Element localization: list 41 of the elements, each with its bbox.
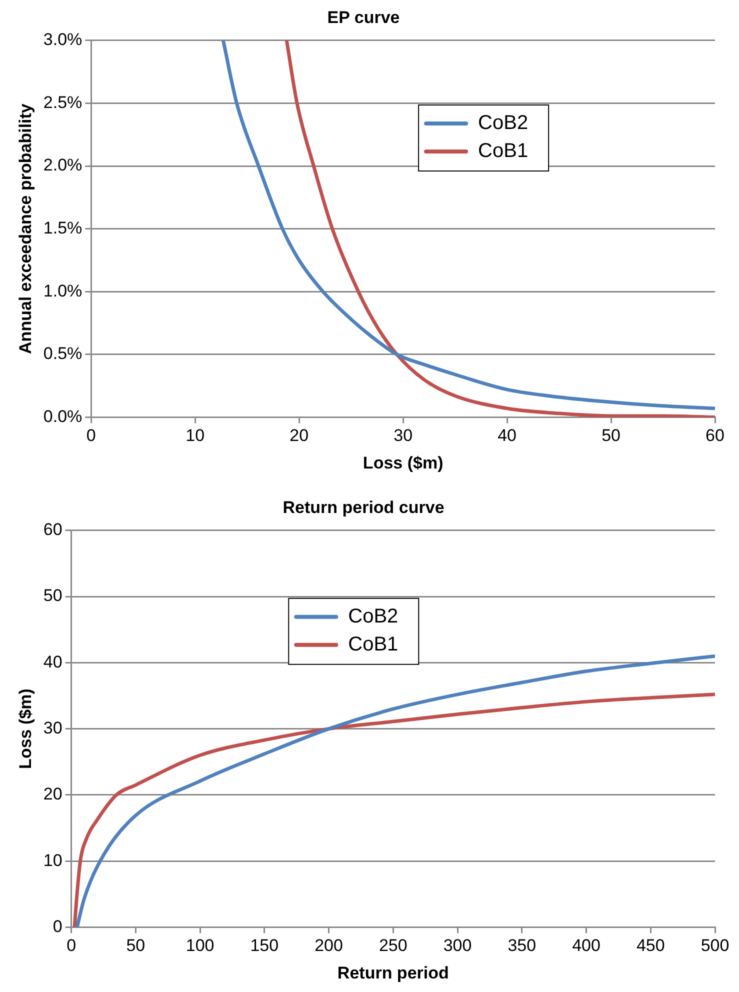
y-tick-label: 1.0% [43,281,82,300]
y-tick-label: 0.0% [43,406,82,426]
x-tick-label: 50 [126,936,146,956]
x-tick-label: 60 [706,426,724,446]
x-tick-label: 10 [186,426,205,446]
x-tick-label: 0 [86,426,96,446]
y-tick-label: 0.5% [43,344,82,364]
legend-label: CoB1 [478,140,528,162]
x-tick-label: 350 [508,936,536,956]
x-tick-label: 100 [186,936,214,956]
y-tick-label: 50 [43,586,62,606]
x-tick-label: 200 [314,936,343,956]
y-tick-label: 30 [43,718,62,738]
x-tick-label: 400 [572,936,600,956]
x-tick-label: 50 [602,426,620,446]
y-tick-label: 20 [43,784,62,804]
x-axis-title: Loss ($m) [362,453,444,472]
y-tick-label: 2.5% [43,92,82,112]
x-tick-label: 500 [700,936,730,956]
x-tick-label: 300 [443,936,472,956]
y-tick-label: 1.5% [43,218,82,238]
y-axis-title: Annual exceedance probability [16,103,35,354]
x-tick-label: 150 [250,936,279,956]
y-tick-label: 2.0% [43,156,82,175]
x-tick-label: 30 [394,426,413,446]
x-tick-label: 40 [498,426,517,446]
y-tick-label: 0 [52,916,62,936]
legend-label: CoB1 [348,633,398,656]
y-tick-label: 10 [43,850,62,870]
x-axis-title: Return period [337,963,449,982]
x-tick-label: 20 [290,426,309,446]
y-tick-label: 40 [43,652,62,672]
legend-label: CoB2 [348,605,398,628]
chart-title: Return period curve [282,498,444,517]
legend-label: CoB2 [478,112,528,134]
chart-title: EP curve [327,8,400,27]
y-tick-label: 3.0% [43,30,82,50]
x-tick-label: 450 [636,936,665,956]
y-axis-title: Loss ($m) [16,688,35,769]
x-tick-label: 250 [378,936,408,956]
y-tick-label: 60 [43,520,62,540]
